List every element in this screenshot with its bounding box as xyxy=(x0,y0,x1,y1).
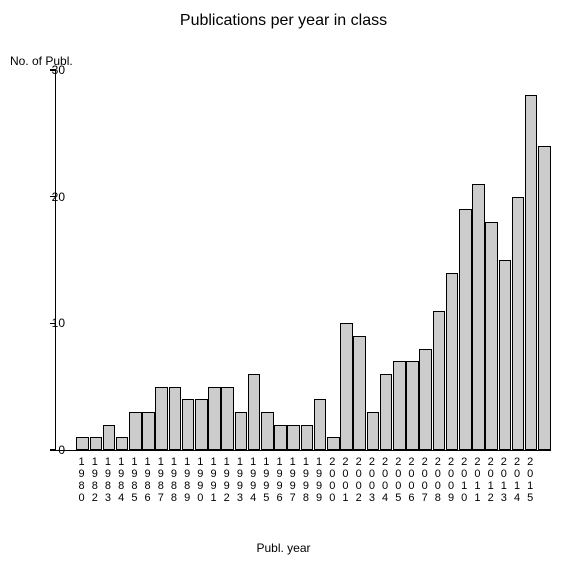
bar xyxy=(287,425,300,450)
bar xyxy=(221,387,234,450)
bar xyxy=(169,387,182,450)
x-category-label: 1994 xyxy=(247,456,259,504)
bar xyxy=(340,323,353,450)
bar xyxy=(525,95,538,450)
x-category-label: 1991 xyxy=(208,456,220,504)
x-category-label: 2006 xyxy=(405,456,417,504)
bar xyxy=(459,209,472,450)
bar xyxy=(499,260,512,450)
x-category-label: 2004 xyxy=(379,456,391,504)
publications-chart: Publications per year in class No. of Pu… xyxy=(0,0,567,567)
bar xyxy=(90,437,103,450)
ytick-label: 20 xyxy=(25,190,65,204)
x-category-label: 2007 xyxy=(419,456,431,504)
bar xyxy=(472,184,485,450)
bar xyxy=(248,374,261,450)
ytick-label: 30 xyxy=(25,63,65,77)
bar xyxy=(195,399,208,450)
bars-container xyxy=(56,70,551,450)
bar xyxy=(103,425,116,450)
x-category-label: 2012 xyxy=(485,456,497,504)
x-category-label: 1989 xyxy=(181,456,193,504)
x-category-label: 2008 xyxy=(432,456,444,504)
bar xyxy=(419,349,432,450)
x-category-label: 1997 xyxy=(287,456,299,504)
x-axis-label: Publ. year xyxy=(0,541,567,555)
x-category-label: 1982 xyxy=(89,456,101,504)
x-category-label: 2013 xyxy=(498,456,510,504)
bar xyxy=(314,399,327,450)
bar xyxy=(182,399,195,450)
x-category-label: 1988 xyxy=(168,456,180,504)
x-category-label: 1986 xyxy=(142,456,154,504)
x-category-label: 2009 xyxy=(445,456,457,504)
bar xyxy=(155,387,168,450)
bar xyxy=(485,222,498,450)
bar xyxy=(353,336,366,450)
x-category-label: 2000 xyxy=(326,456,338,504)
bar xyxy=(142,412,155,450)
x-category-label: 2011 xyxy=(471,456,483,504)
x-category-label: 1995 xyxy=(260,456,272,504)
bar xyxy=(208,387,221,450)
x-category-label: 2003 xyxy=(366,456,378,504)
x-category-label: 1984 xyxy=(115,456,127,504)
bar xyxy=(116,437,129,450)
bar xyxy=(433,311,446,450)
x-category-label: 1992 xyxy=(221,456,233,504)
x-category-label: 1990 xyxy=(194,456,206,504)
x-category-label: 1987 xyxy=(155,456,167,504)
bar xyxy=(406,361,419,450)
bar xyxy=(367,412,380,450)
x-category-label: 2014 xyxy=(511,456,523,504)
bar xyxy=(129,412,142,450)
ytick-label: 10 xyxy=(25,316,65,330)
x-category-label: 1999 xyxy=(313,456,325,504)
bar xyxy=(327,437,340,450)
x-category-label: 1996 xyxy=(274,456,286,504)
x-category-label: 1998 xyxy=(300,456,312,504)
x-category-label: 2005 xyxy=(392,456,404,504)
bar xyxy=(446,273,459,450)
bar xyxy=(235,412,248,450)
x-category-label: 1993 xyxy=(234,456,246,504)
x-category-label: 2001 xyxy=(339,456,351,504)
bar xyxy=(301,425,314,450)
x-category-label: 1980 xyxy=(76,456,88,504)
chart-title: Publications per year in class xyxy=(0,12,567,30)
x-category-label: 2002 xyxy=(353,456,365,504)
x-category-label: 1983 xyxy=(102,456,114,504)
bar xyxy=(261,412,274,450)
bar xyxy=(380,374,393,450)
x-category-label: 1985 xyxy=(128,456,140,504)
plot-area xyxy=(55,70,551,451)
x-category-label: 2010 xyxy=(458,456,470,504)
bar xyxy=(274,425,287,450)
bar xyxy=(76,437,89,450)
x-category-label: 2015 xyxy=(524,456,536,504)
bar xyxy=(393,361,406,450)
bar xyxy=(512,197,525,450)
bar xyxy=(538,146,551,450)
x-axis-categories: 1980198219831984198519861987198819891990… xyxy=(55,452,550,522)
